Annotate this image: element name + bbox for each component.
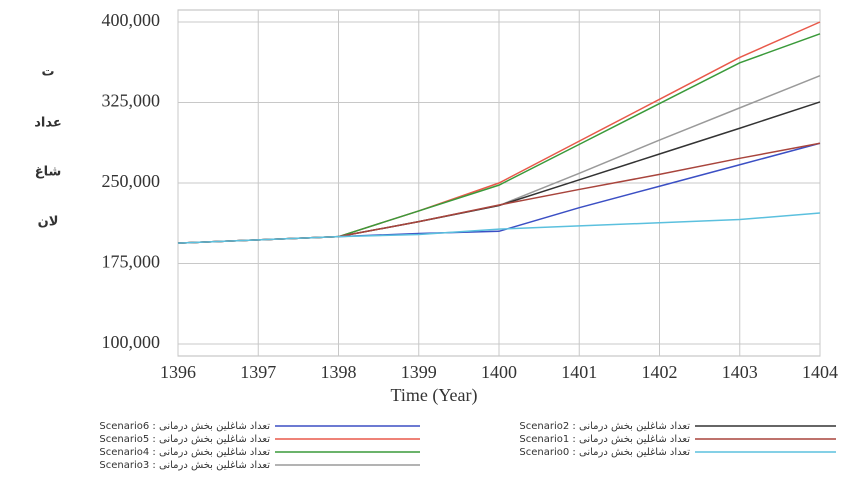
- x-tick-label: 1403: [722, 362, 758, 382]
- y-axis-label: شاغ: [35, 165, 62, 180]
- x-tick-label: 1396: [160, 362, 196, 382]
- y-axis-label: لان: [38, 215, 59, 230]
- legend-label: Scenario5 : تعداد شاغلین بخش درمانی: [99, 434, 270, 445]
- x-tick-label: 1401: [561, 362, 597, 382]
- legend-label: Scenario3 : تعداد شاغلین بخش درمانی: [99, 460, 270, 471]
- y-axis-label: ت: [41, 65, 54, 80]
- x-tick-label: 1400: [481, 362, 517, 382]
- y-tick-label: 250,000: [102, 171, 161, 191]
- x-tick-label: 1404: [802, 362, 838, 382]
- legend-label: Scenario0 : تعداد شاغلین بخش درمانی: [519, 447, 690, 458]
- legend-label: Scenario2 : تعداد شاغلین بخش درمانی: [519, 421, 690, 432]
- x-tick-label: 1402: [642, 362, 678, 382]
- y-tick-label: 400,000: [102, 10, 161, 30]
- x-tick-label: 1398: [321, 362, 357, 382]
- legend-label: Scenario4 : تعداد شاغلین بخش درمانی: [99, 447, 270, 458]
- legend-label: Scenario1 : تعداد شاغلین بخش درمانی: [519, 434, 690, 445]
- x-tick-label: 1397: [240, 362, 276, 382]
- y-axis-label: عداد: [34, 116, 62, 131]
- legend-label: Scenario6 : تعداد شاغلین بخش درمانی: [99, 421, 270, 432]
- series-line: [177, 212, 821, 244]
- y-tick-label: 325,000: [102, 91, 161, 111]
- x-tick-label: 1399: [401, 362, 437, 382]
- x-axis-label: Time (Year): [390, 385, 477, 406]
- y-tick-label: 175,000: [102, 252, 161, 272]
- y-tick-label: 100,000: [102, 332, 161, 352]
